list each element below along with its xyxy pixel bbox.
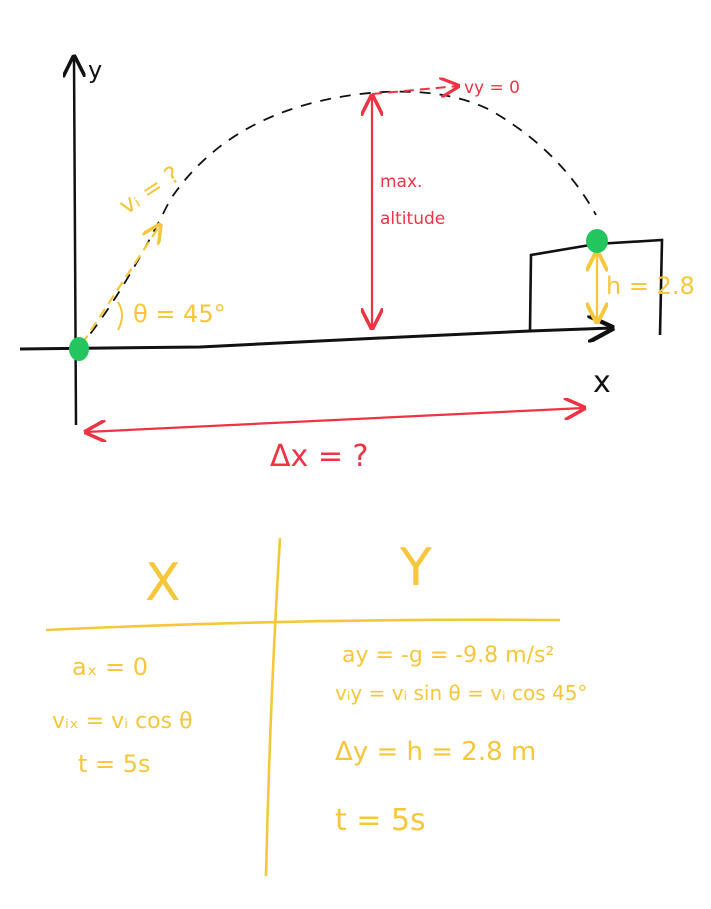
apex-velocity-label: vy = 0 xyxy=(464,78,520,98)
x-table-row-1: vᵢₓ = vᵢ cos θ xyxy=(52,709,193,734)
angle-label: θ = 45° xyxy=(133,300,226,328)
range-label: Δx = ? xyxy=(270,439,368,474)
range-arrow xyxy=(86,408,584,432)
max-altitude-label-1: max. xyxy=(380,172,422,192)
table-vertical-line xyxy=(264,537,282,877)
y-table-row-1: vᵢy = vᵢ sin θ = vᵢ cos 45° xyxy=(335,681,587,705)
x-table-row-2: t = 5s xyxy=(78,750,151,778)
max-altitude-label-2: altitude xyxy=(380,209,445,229)
y-table-row-0: ay = -g = -9.8 m/s² xyxy=(342,643,554,668)
y-table-row-3: t = 5s xyxy=(335,803,426,838)
launch-point xyxy=(69,337,89,361)
x-column-rows: aₓ = 0 vᵢₓ = vᵢ cos θ t = 5s xyxy=(52,653,193,778)
table-horizontal-line xyxy=(45,618,561,632)
x-table-row-0: aₓ = 0 xyxy=(72,653,148,681)
y-column-rows: ay = -g = -9.8 m/s² vᵢy = vᵢ sin θ = vᵢ c… xyxy=(335,643,587,838)
launch-velocity-label: vᵢ = ? xyxy=(114,160,185,220)
y-table-row-2: Δy = h = 2.8 m xyxy=(335,737,536,767)
x-axis xyxy=(19,328,612,351)
angle-arc xyxy=(117,301,123,331)
y-axis-label: y xyxy=(88,56,102,84)
y-axis xyxy=(74,57,76,426)
landing-point xyxy=(586,229,608,253)
y-column-header: Y xyxy=(399,538,432,598)
x-axis-label: x xyxy=(593,365,611,400)
height-label: h = 2.8 xyxy=(606,272,695,300)
apex-velocity-arrow xyxy=(371,86,458,94)
x-column-header: X xyxy=(145,553,181,613)
launch-velocity-arrow xyxy=(81,225,160,345)
